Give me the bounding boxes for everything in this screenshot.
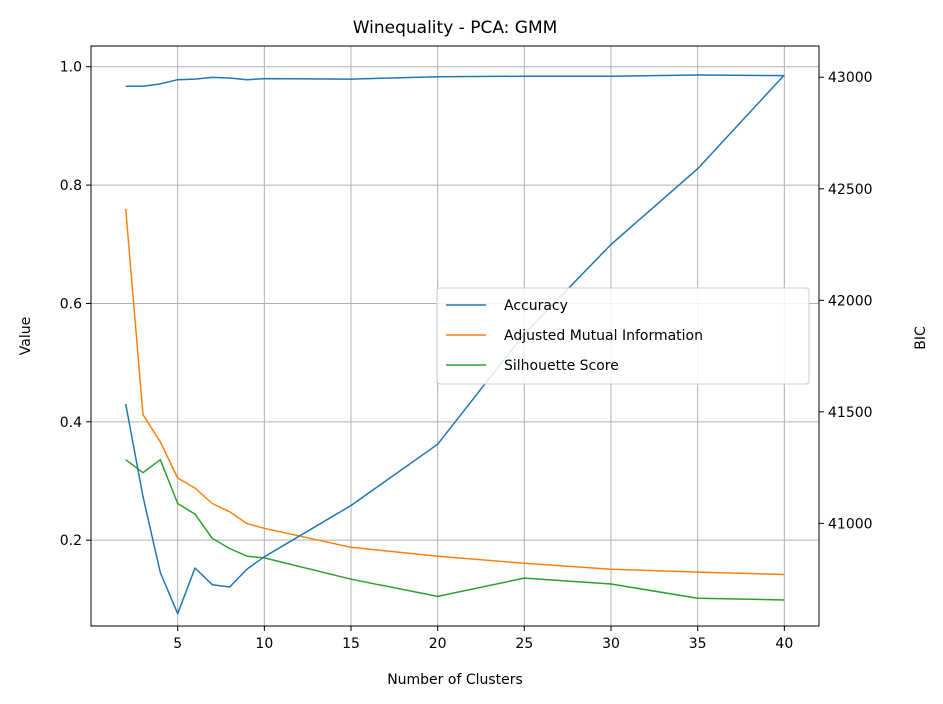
x-tick-label: 30: [602, 636, 620, 652]
y2-axis-label: BIC: [913, 326, 929, 350]
x-tick-label: 10: [255, 636, 273, 652]
series-lines: [124, 74, 785, 615]
legend: Accuracy Adjusted Mutual Information Sil…: [436, 287, 810, 385]
y-tick-label: 1.0: [60, 60, 82, 76]
x-tick-label: 20: [429, 636, 447, 652]
y2-tick-label: 41500: [828, 405, 873, 421]
x-tick-label: 35: [689, 636, 707, 652]
series-line-2: [125, 458, 785, 601]
y-tick-label: 0.4: [60, 415, 82, 431]
x-tick-label: 40: [775, 636, 793, 652]
x-tick-label: 5: [173, 636, 182, 652]
y2-tick-label: 42500: [828, 182, 873, 198]
x-axis-label: Number of Clusters: [387, 672, 523, 688]
axis-ticks: 5 10 15 20 25 30 35 40 0.2 0.4 0.6 0.8 1.0 41000 41500…: [60, 60, 873, 652]
legend-box: [436, 287, 810, 385]
series-line-3: [124, 74, 785, 615]
y-tick-label: 0.6: [60, 296, 82, 312]
y-tick-label: 0.8: [60, 178, 82, 194]
x-tick-label: 15: [342, 636, 360, 652]
y-tick-label: 0.2: [60, 533, 82, 549]
y2-tick-label: 41000: [828, 516, 873, 532]
legend-label-accuracy: Accuracy: [504, 298, 568, 314]
chart-title: Winequality - PCA: GMM: [353, 18, 558, 38]
x-tick-label: 25: [515, 636, 533, 652]
series-line-0: [125, 74, 785, 87]
y-axis-label: Value: [18, 317, 34, 355]
y2-tick-label: 42000: [828, 293, 873, 309]
plot-frame: [90, 45, 820, 627]
legend-label-ami: Adjusted Mutual Information: [504, 328, 703, 344]
series-line-1: [124, 208, 785, 576]
y2-tick-label: 43000: [828, 70, 873, 86]
legend-label-silhouette: Silhouette Score: [504, 358, 619, 374]
